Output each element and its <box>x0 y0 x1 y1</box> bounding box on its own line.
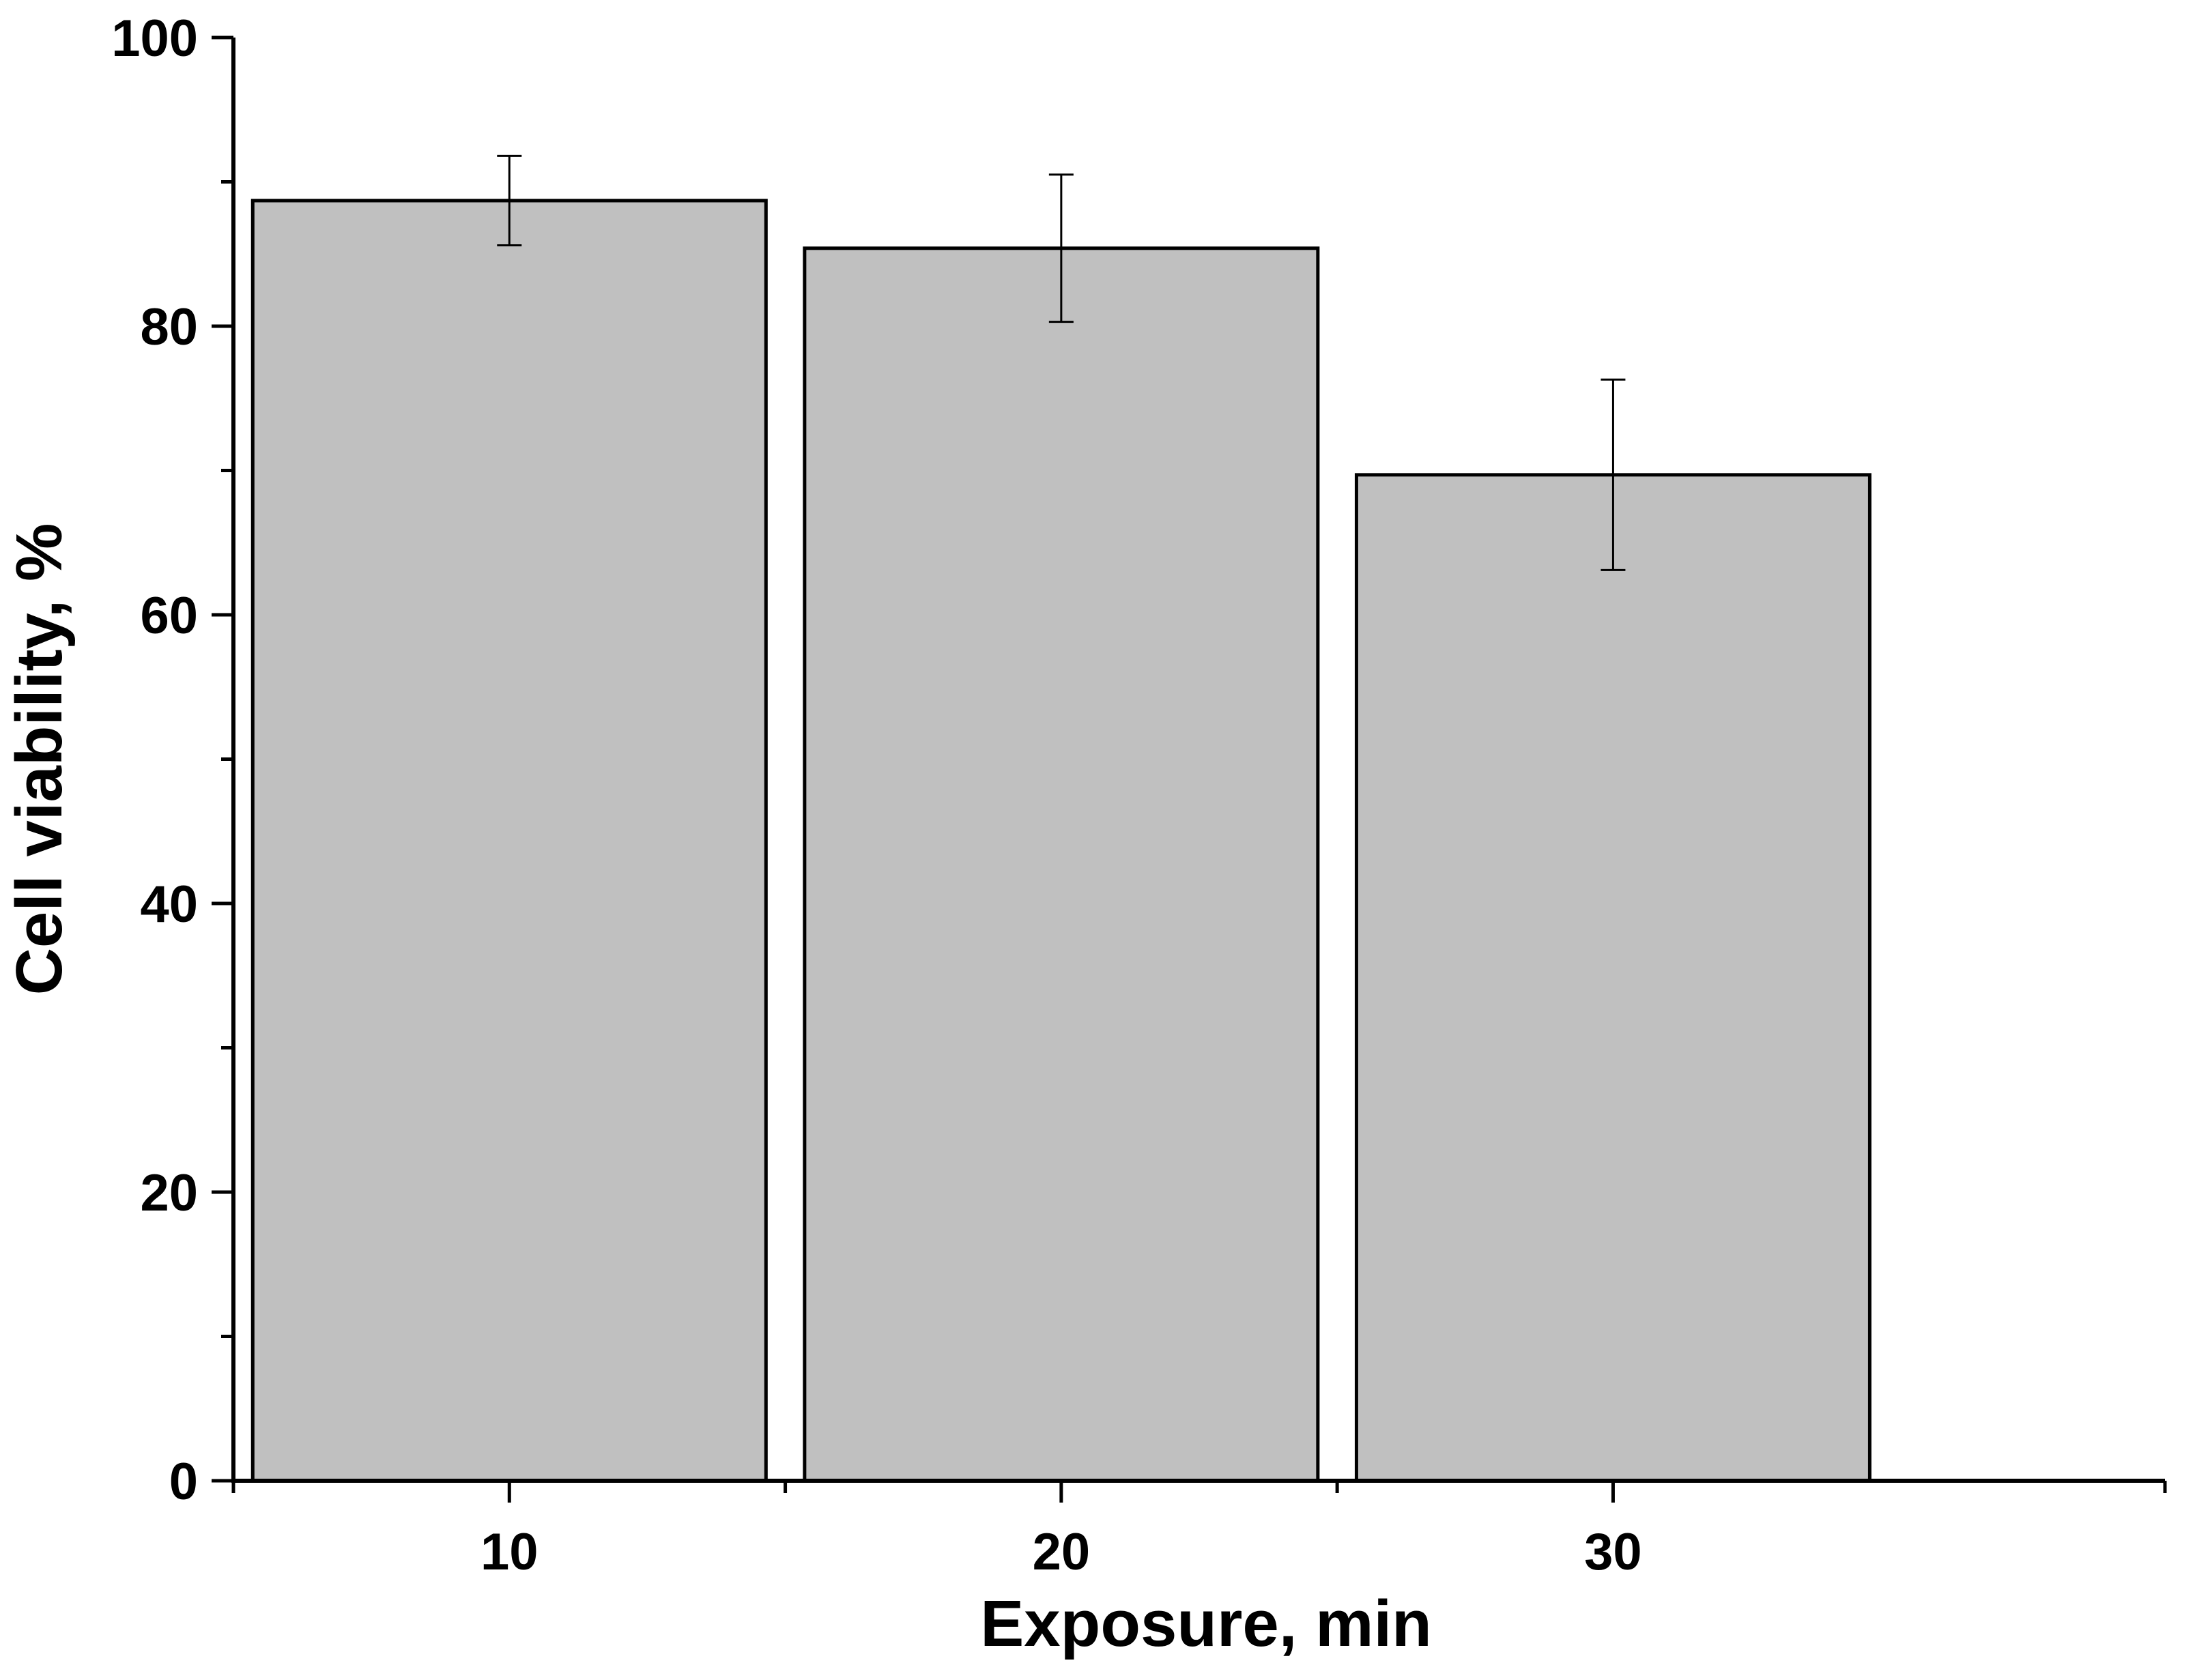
bar-30 <box>1354 473 1871 1483</box>
y-tick-label-0: 0 <box>169 1453 198 1511</box>
y-tick-label-20: 20 <box>140 1164 198 1222</box>
y-tick-label-100: 100 <box>111 10 198 68</box>
y-tick-label-40: 40 <box>140 875 198 933</box>
x-axis-title: Exposure, min <box>980 1587 1432 1660</box>
bar-20 <box>803 246 1320 1483</box>
x-ticks-group: 10 20 30 <box>231 1481 2167 1581</box>
x-tick-label-20: 20 <box>1033 1523 1091 1581</box>
bar-10 <box>250 199 768 1483</box>
y-tick-label-60: 60 <box>140 587 198 645</box>
bars-group <box>250 199 1871 1483</box>
y-axis-title: Cell viability, % <box>3 523 76 996</box>
x-tick-label-10: 10 <box>480 1523 539 1581</box>
y-ticks-group: 0 20 40 60 80 100 <box>111 10 233 1511</box>
error-bars-group <box>497 154 1626 571</box>
y-tick-label-80: 80 <box>140 298 198 356</box>
x-tick-label-30: 30 <box>1584 1523 1642 1581</box>
